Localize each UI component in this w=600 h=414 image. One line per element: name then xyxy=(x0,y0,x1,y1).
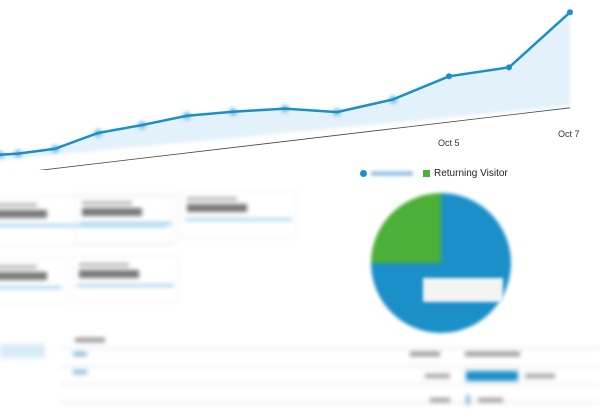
data-point[interactable] xyxy=(567,9,573,16)
data-point[interactable] xyxy=(390,96,396,103)
data-point[interactable] xyxy=(15,150,21,157)
legend-label-returning-visitor: Returning Visitor xyxy=(434,168,508,179)
data-point[interactable] xyxy=(446,73,452,80)
data-point[interactable] xyxy=(506,64,512,71)
legend-swatch xyxy=(360,170,367,177)
data-point[interactable] xyxy=(139,122,145,129)
pie-tooltip xyxy=(423,278,503,302)
x-tick-label: Oct 5 xyxy=(438,138,460,148)
data-point[interactable] xyxy=(334,109,340,116)
sessions-line-chart xyxy=(0,9,573,170)
metric-card xyxy=(180,190,297,238)
area-fill xyxy=(0,12,570,161)
metric-card xyxy=(75,194,177,244)
metric-card xyxy=(0,258,67,304)
data-point[interactable] xyxy=(95,130,101,136)
metric-card xyxy=(0,196,172,246)
data-point[interactable] xyxy=(282,105,288,112)
x-axis xyxy=(38,107,571,170)
data-point[interactable] xyxy=(52,145,58,152)
metric-card xyxy=(72,256,179,302)
sessions-table xyxy=(0,330,600,414)
x-tick-label: Oct 7 xyxy=(558,129,580,139)
data-point[interactable] xyxy=(0,151,3,158)
data-point[interactable] xyxy=(230,108,236,115)
visitor-pie-chart xyxy=(371,193,511,333)
legend-label-new-visitor xyxy=(371,171,413,176)
legend-swatch xyxy=(423,170,430,177)
pie-legend: Returning Visitor xyxy=(360,168,508,179)
data-point[interactable] xyxy=(184,112,190,119)
pie-slice[interactable] xyxy=(371,193,441,263)
